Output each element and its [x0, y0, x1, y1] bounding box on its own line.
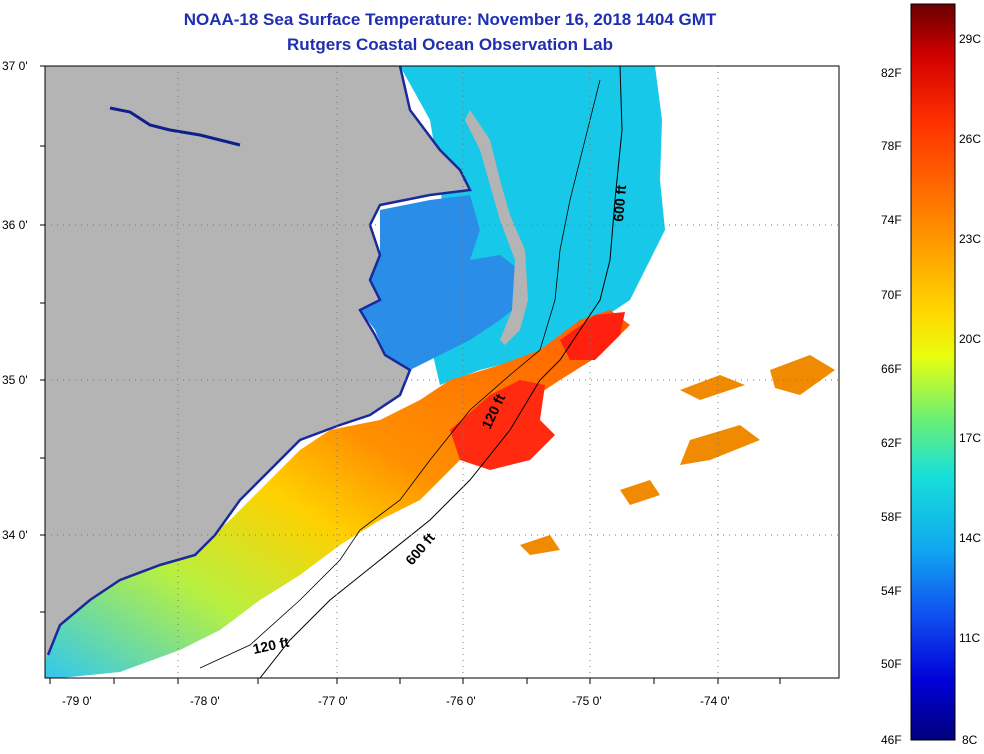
cb-f-58: 58F — [881, 510, 902, 524]
cb-f-82: 82F — [881, 66, 902, 80]
map-border — [44, 65, 840, 679]
lon-label-77: -77 0' — [318, 694, 348, 708]
lat-label-35: 35 0' — [2, 373, 28, 387]
cb-f-50: 50F — [881, 657, 902, 671]
sound-water — [360, 195, 525, 370]
cb-c-29: 29C — [959, 32, 982, 46]
coastline — [46, 66, 472, 656]
lat-label-34: 34 0' — [2, 528, 28, 542]
warm-core-hotspot — [450, 380, 555, 470]
lat-label-36: 36 0' — [2, 218, 28, 232]
cb-c-26: 26C — [959, 132, 982, 146]
land-mass — [45, 66, 470, 660]
offshore-warm-patches — [520, 355, 835, 555]
cb-c-14: 14C — [959, 531, 982, 545]
cb-c-23: 23C — [959, 232, 982, 246]
lon-label-76: -76 0' — [446, 694, 476, 708]
cb-c-8: 8C — [962, 733, 978, 747]
map-subtitle: Rutgers Coastal Ocean Observation Lab — [287, 35, 613, 54]
cb-c-11: 11C — [959, 631, 981, 645]
inland-lake — [109, 106, 241, 147]
lon-label-75: -75 0' — [572, 694, 602, 708]
lat-lon-grid — [45, 66, 839, 678]
cb-f-66: 66F — [881, 362, 902, 376]
cb-f-74: 74F — [881, 213, 902, 227]
lon-label-79: -79 0' — [62, 694, 92, 708]
isobath-600ft-line — [259, 66, 623, 678]
colorbar — [910, 3, 956, 741]
lat-label-37: 37 0' — [2, 59, 28, 73]
lon-label-78: -78 0' — [190, 694, 220, 708]
cb-c-20: 20C — [959, 332, 982, 346]
cb-f-78: 78F — [881, 139, 902, 153]
cb-f-54: 54F — [881, 584, 902, 598]
cb-f-70: 70F — [881, 288, 902, 302]
outer-banks — [465, 110, 528, 345]
lon-label-74: -74 0' — [700, 694, 730, 708]
isobath-label-120ft-south: 120 ft — [251, 634, 290, 657]
gulf-stream-hotspot — [560, 312, 625, 360]
cb-f-62: 62F — [881, 436, 902, 450]
map-title: NOAA-18 Sea Surface Temperature: Novembe… — [183, 10, 717, 29]
axis-ticks — [40, 65, 781, 684]
cb-c-17: 17C — [959, 431, 982, 445]
cb-f-46: 46F — [881, 733, 902, 747]
isobath-120ft-line — [199, 79, 601, 669]
isobath-label-600ft-north: 600 ft — [610, 184, 629, 222]
